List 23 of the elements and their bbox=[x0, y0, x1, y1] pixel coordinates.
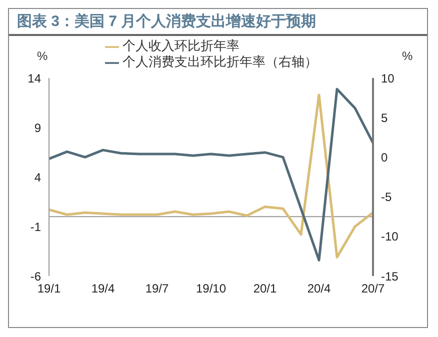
y2-tick-label: -10 bbox=[381, 230, 399, 244]
x-tick-label: 20/7 bbox=[361, 282, 385, 296]
chart-title: 图表 3：美国 7 月个人消费支出增速好于预期 bbox=[9, 9, 427, 36]
y-tick-label: 9 bbox=[34, 120, 42, 135]
legend-label: 个人收入环比折年率 bbox=[122, 38, 240, 53]
y2-tick-label: 5 bbox=[381, 110, 388, 125]
y2-tick-label: 0 bbox=[381, 150, 388, 164]
y2-tick-label: 10 bbox=[381, 71, 395, 86]
x-tick-label: 19/10 bbox=[196, 282, 226, 296]
y-tick-label: 4 bbox=[34, 170, 42, 184]
x-tick-label: 19/1 bbox=[37, 282, 61, 296]
y-tick-label: 14 bbox=[28, 71, 42, 86]
legend-label: 个人消费支出环比折年率（右轴） bbox=[122, 54, 318, 69]
y-axis-title: % bbox=[37, 49, 48, 63]
y2-tick-label: -5 bbox=[381, 190, 392, 204]
y2-tick-label: -15 bbox=[381, 269, 399, 284]
x-tick-label: 19/4 bbox=[91, 282, 115, 296]
y-tick-label: -1 bbox=[30, 220, 42, 234]
x-tick-label: 20/1 bbox=[253, 282, 277, 296]
x-tick-label: 19/7 bbox=[145, 282, 169, 296]
x-tick-label: 20/4 bbox=[307, 282, 331, 296]
y2-axis-title: % bbox=[402, 49, 413, 63]
y-tick-label: -6 bbox=[30, 269, 42, 284]
